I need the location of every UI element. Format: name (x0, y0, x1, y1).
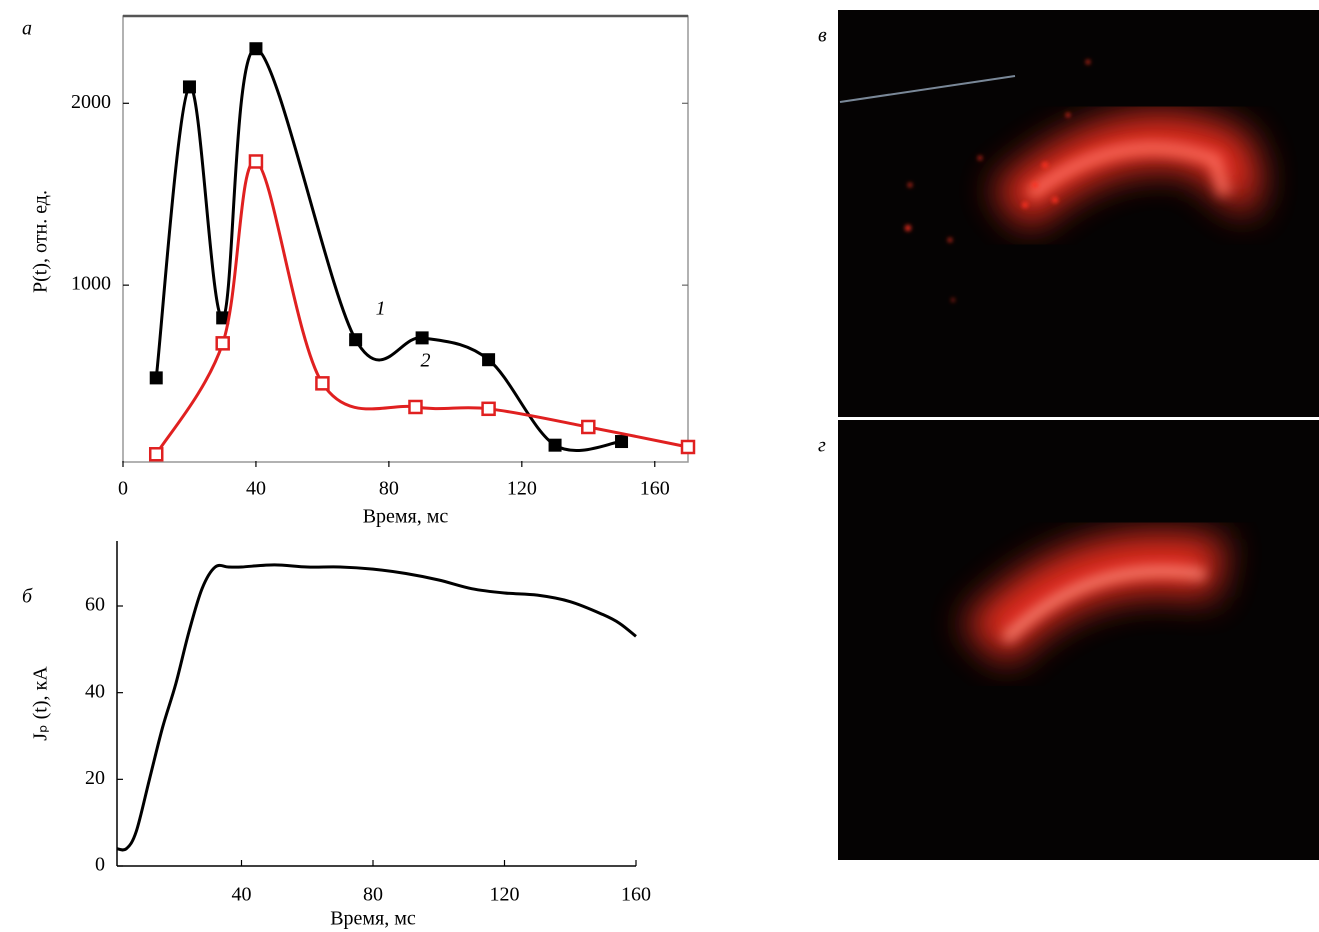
marker (182, 80, 196, 94)
y-tick-label: 1000 (71, 273, 111, 295)
panel-label: б (22, 586, 33, 608)
marker (615, 435, 629, 449)
marker (415, 331, 429, 345)
marker (148, 447, 164, 462)
panel-label: г (818, 435, 826, 457)
y-tick-label: 40 (85, 680, 105, 702)
marker (548, 438, 562, 452)
plasma-image (838, 10, 1319, 417)
y-tick-label: 20 (85, 767, 105, 789)
marker (408, 399, 423, 415)
series-label: 1 (376, 297, 386, 319)
x-tick-label: 80 (379, 478, 399, 500)
data-line (154, 47, 622, 452)
plasma-image (838, 420, 1319, 860)
x-tick-label: 40 (246, 478, 266, 500)
data-line (116, 563, 637, 852)
y-axis-label: P(t), отн. ед. (30, 190, 52, 293)
marker (249, 42, 263, 56)
y-tick-label: 2000 (71, 91, 111, 113)
marker (248, 154, 264, 169)
panel-label: а (22, 18, 32, 40)
y-tick-label: 60 (85, 594, 105, 616)
x-axis-label: Время, мс (363, 506, 449, 528)
x-tick-label: 160 (621, 884, 651, 906)
marker (149, 371, 163, 385)
marker (481, 401, 496, 417)
marker (680, 439, 696, 455)
x-tick-label: 40 (232, 884, 252, 906)
y-axis-label: Jₚ (t), кА (30, 666, 52, 741)
x-axis-label: Время, мс (330, 908, 416, 930)
x-tick-label: 0 (118, 478, 128, 500)
y-tick-label: 0 (95, 854, 105, 876)
marker (215, 336, 230, 351)
x-tick-label: 80 (363, 884, 383, 906)
marker (482, 353, 496, 367)
marker (349, 333, 363, 347)
panel-label: в (818, 25, 827, 47)
marker (581, 419, 596, 435)
x-tick-label: 120 (507, 478, 537, 500)
x-tick-label: 160 (640, 478, 670, 500)
series-label: 2 (420, 350, 430, 372)
x-tick-label: 120 (490, 884, 520, 906)
marker (315, 376, 330, 391)
plot-frame (122, 15, 689, 463)
